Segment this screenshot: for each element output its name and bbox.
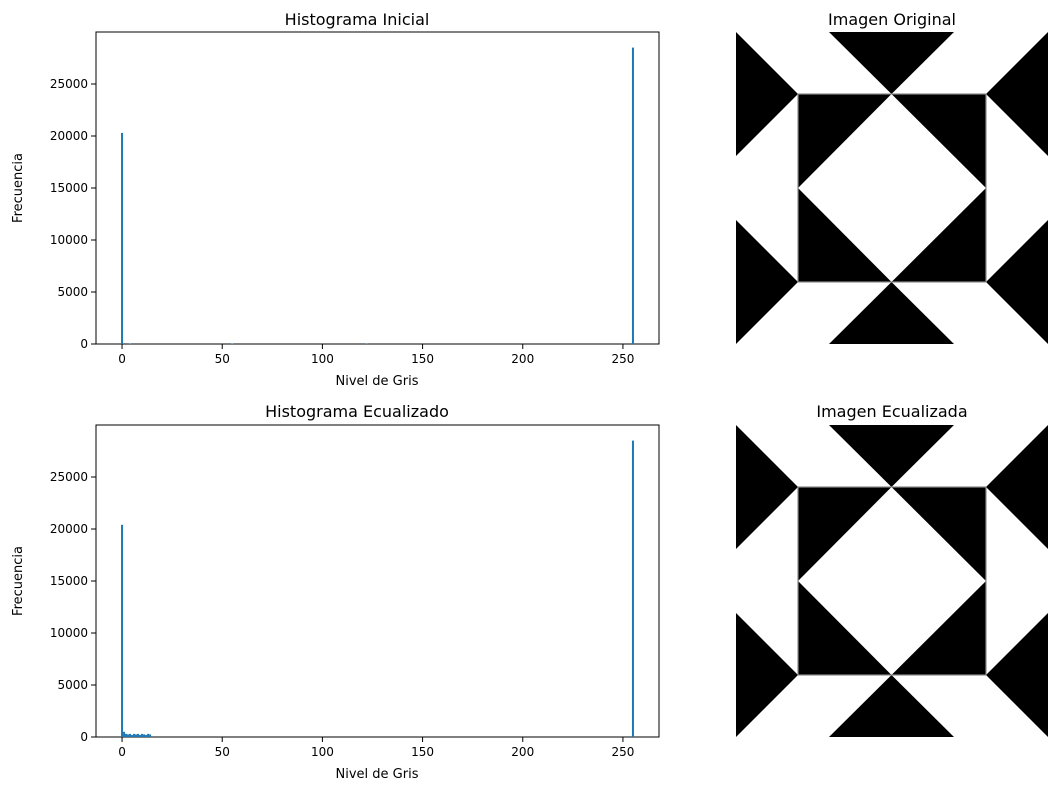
histogram-bar (125, 733, 128, 737)
histogram-bar (127, 734, 130, 737)
histogram-equalized-y-ticks: 0 5000 10000 15000 20000 25000 (50, 470, 96, 744)
x-tick-label: 50 (215, 352, 230, 366)
histogram-bar (133, 733, 136, 737)
histogram-bar (121, 524, 124, 737)
histogram-equalized-y-label: Frecuencia (11, 546, 26, 616)
histogram-equalized-x-label: Nivel de Gris (336, 767, 419, 782)
histogram-initial-x-label: Nivel de Gris (336, 374, 419, 389)
image-equalized-title: Imagen Ecualizada (816, 402, 967, 421)
histogram-bar (129, 733, 132, 737)
y-tick-label: 0 (80, 337, 88, 351)
y-tick-label: 5000 (57, 285, 88, 299)
histogram-bar (123, 731, 126, 737)
histogram-bar (631, 440, 634, 737)
histogram-bar (135, 734, 138, 737)
histogram-initial-frame (95, 31, 660, 345)
histogram-bar (149, 734, 152, 737)
histogram-bar (131, 734, 134, 737)
x-tick-label: 150 (411, 352, 434, 366)
histogram-equalized-bars (121, 440, 634, 737)
histogram-bar (139, 734, 142, 737)
histogram-initial-y-label: Frecuencia (11, 153, 26, 223)
histogram-bar (129, 343, 132, 344)
x-tick-label: 200 (511, 352, 534, 366)
histogram-equalized-x-ticks: 0 50 100 150 200 250 (118, 737, 634, 759)
y-tick-label: 15000 (50, 181, 88, 195)
y-tick-label: 5000 (57, 678, 88, 692)
histogram-bar (141, 733, 144, 737)
y-tick-label: 20000 (50, 129, 88, 143)
histogram-bar (143, 734, 146, 737)
histogram-equalized-frame (95, 424, 660, 738)
histogram-initial-title: Histograma Inicial (285, 10, 430, 29)
histogram-bar (631, 47, 634, 344)
x-tick-label: 200 (511, 745, 534, 759)
x-tick-label: 250 (611, 352, 634, 366)
image-equalized-panel: Imagen Ecualizada (735, 402, 1049, 738)
histogram-initial-y-ticks: 0 5000 10000 15000 20000 25000 (50, 77, 96, 351)
x-tick-label: 100 (311, 745, 334, 759)
x-tick-label: 100 (311, 352, 334, 366)
y-tick-label: 15000 (50, 574, 88, 588)
y-tick-label: 25000 (50, 77, 88, 91)
x-tick-label: 50 (215, 745, 230, 759)
y-tick-label: 20000 (50, 522, 88, 536)
histogram-initial: Histograma Inicial 0 50 100 150 200 250 0 5000… (11, 10, 660, 389)
y-tick-label: 0 (80, 730, 88, 744)
x-tick-label: 250 (611, 745, 634, 759)
histogram-equalized-title: Histograma Ecualizado (265, 402, 449, 421)
y-tick-label: 10000 (50, 233, 88, 247)
histogram-bar (145, 734, 148, 737)
histogram-equalized: Histograma Ecualizado 0 50 100 150 200 250 0 5… (11, 402, 660, 782)
histogram-bar (147, 733, 150, 737)
histogram-initial-bars (121, 47, 634, 344)
x-tick-label: 0 (118, 352, 126, 366)
image-original-panel: Imagen Original (735, 10, 1049, 345)
y-tick-label: 25000 (50, 470, 88, 484)
histogram-bar (121, 132, 124, 344)
x-tick-label: 0 (118, 745, 126, 759)
histogram-bar (137, 733, 140, 737)
y-tick-label: 10000 (50, 626, 88, 640)
image-original-title: Imagen Original (828, 10, 956, 29)
x-tick-label: 150 (411, 745, 434, 759)
image-original (735, 31, 1049, 345)
image-equalized (735, 424, 1049, 738)
histogram-initial-x-ticks: 0 50 100 150 200 250 (118, 344, 634, 366)
